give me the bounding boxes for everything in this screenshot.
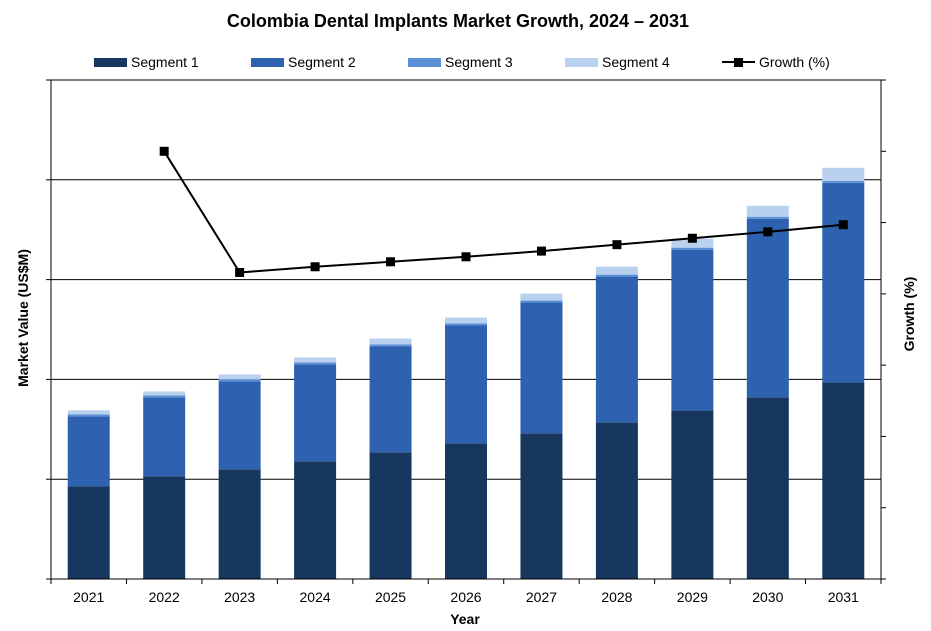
bar-2022-segment-4 (143, 391, 186, 396)
axes (46, 79, 886, 584)
bar-2025-segment-2 (369, 346, 412, 453)
bar-2030-segment-1 (746, 397, 789, 579)
bar-2025-segment-3 (369, 344, 412, 347)
x-tick-label-2030: 2030 (752, 589, 783, 605)
bar-2028-segment-2 (595, 276, 638, 423)
bar-2028-segment-4 (595, 266, 638, 275)
bar-2021-segment-4 (67, 410, 110, 415)
x-tick-label-2024: 2024 (300, 589, 331, 605)
bar-2026-segment-4 (445, 317, 487, 324)
bar-2024-segment-4 (294, 357, 337, 363)
growth-line (159, 146, 848, 277)
x-tick-label-2021: 2021 (73, 589, 104, 605)
growth-marker-2022 (159, 146, 169, 156)
x-tick-label-2023: 2023 (224, 589, 255, 605)
bar-2022-segment-1 (143, 476, 186, 579)
bar-2031-segment-1 (822, 382, 865, 579)
bar-2027-segment-1 (520, 433, 563, 579)
y-axis-title: Market Value (US$M) (15, 249, 31, 387)
x-tick-labels: 2021 2022 2023 2024 2025 2026 2027 2028 2029 2030… (73, 589, 859, 605)
growth-marker-2028 (612, 240, 622, 250)
legend-label-4: Segment 4 (602, 54, 670, 70)
legend-label-2: Segment 2 (288, 54, 356, 70)
bar-2026-segment-2 (445, 325, 487, 444)
bar-2027-segment-2 (520, 302, 563, 434)
chart-title: Colombia Dental Implants Market Growth, … (227, 11, 689, 31)
bar-2023-segment-2 (218, 381, 261, 470)
legend: Segment 1 Segment 2 Segment 3 Segment 4 Grow… (94, 54, 830, 70)
bar-2024-segment-2 (294, 364, 337, 462)
legend-swatch-4 (565, 58, 598, 67)
bar-2027-segment-3 (520, 300, 563, 303)
bar-2022-segment-2 (143, 397, 186, 477)
legend-label-growth: Growth (%) (759, 54, 830, 70)
bars (67, 167, 865, 579)
x-tick-label-2028: 2028 (601, 589, 632, 605)
bar-2030-segment-4 (746, 205, 789, 217)
growth-marker-2023 (235, 267, 245, 277)
bar-2029-segment-2 (671, 249, 714, 411)
legend-label-3: Segment 3 (445, 54, 513, 70)
x-tick-label-2022: 2022 (149, 589, 180, 605)
bar-2021-segment-2 (67, 416, 110, 487)
bar-2029-segment-4 (671, 238, 714, 248)
legend-marker-growth (734, 58, 743, 67)
bar-2026-segment-3 (445, 323, 487, 326)
growth-marker-2031 (838, 220, 848, 230)
x-tick-label-2029: 2029 (677, 589, 708, 605)
bar-2031-segment-4 (822, 167, 865, 181)
legend-swatch-3 (408, 58, 441, 67)
bar-2023-segment-1 (218, 469, 261, 579)
bar-2027-segment-4 (520, 293, 563, 301)
bar-2021-segment-1 (67, 486, 110, 579)
bar-2028-segment-3 (595, 274, 638, 277)
growth-marker-2029 (687, 233, 697, 243)
bar-2030-segment-3 (746, 216, 789, 219)
legend-swatch-2 (251, 58, 284, 67)
bar-2028-segment-1 (595, 422, 638, 579)
bar-2022-segment-3 (143, 395, 186, 398)
bar-2029-segment-1 (671, 410, 714, 579)
growth-marker-2027 (536, 246, 546, 256)
legend-swatch-1 (94, 58, 127, 67)
growth-line-path (163, 150, 844, 274)
bar-2025-segment-1 (369, 452, 412, 579)
bar-2025-segment-4 (369, 338, 412, 345)
legend-label-1: Segment 1 (131, 54, 199, 70)
x-tick-label-2026: 2026 (450, 589, 481, 605)
y2-axis-title: Growth (%) (901, 277, 917, 352)
bar-2024-segment-1 (294, 461, 337, 579)
growth-marker-2026 (461, 252, 471, 262)
bar-2021-segment-3 (67, 414, 110, 417)
growth-marker-2030 (763, 227, 773, 237)
bar-2023-segment-3 (218, 379, 261, 382)
bar-2031-segment-3 (822, 180, 865, 183)
bar-2029-segment-3 (671, 247, 714, 250)
bar-2030-segment-2 (746, 218, 789, 398)
x-tick-label-2027: 2027 (526, 589, 557, 605)
bar-2026-segment-1 (445, 443, 487, 579)
bar-2031-segment-2 (822, 182, 865, 383)
growth-marker-2025 (386, 257, 396, 267)
x-axis-title: Year (450, 611, 480, 627)
growth-marker-2024 (310, 262, 320, 272)
x-tick-label-2031: 2031 (828, 589, 859, 605)
bar-2023-segment-4 (218, 374, 261, 380)
bar-2024-segment-3 (294, 362, 337, 365)
x-tick-label-2025: 2025 (375, 589, 406, 605)
